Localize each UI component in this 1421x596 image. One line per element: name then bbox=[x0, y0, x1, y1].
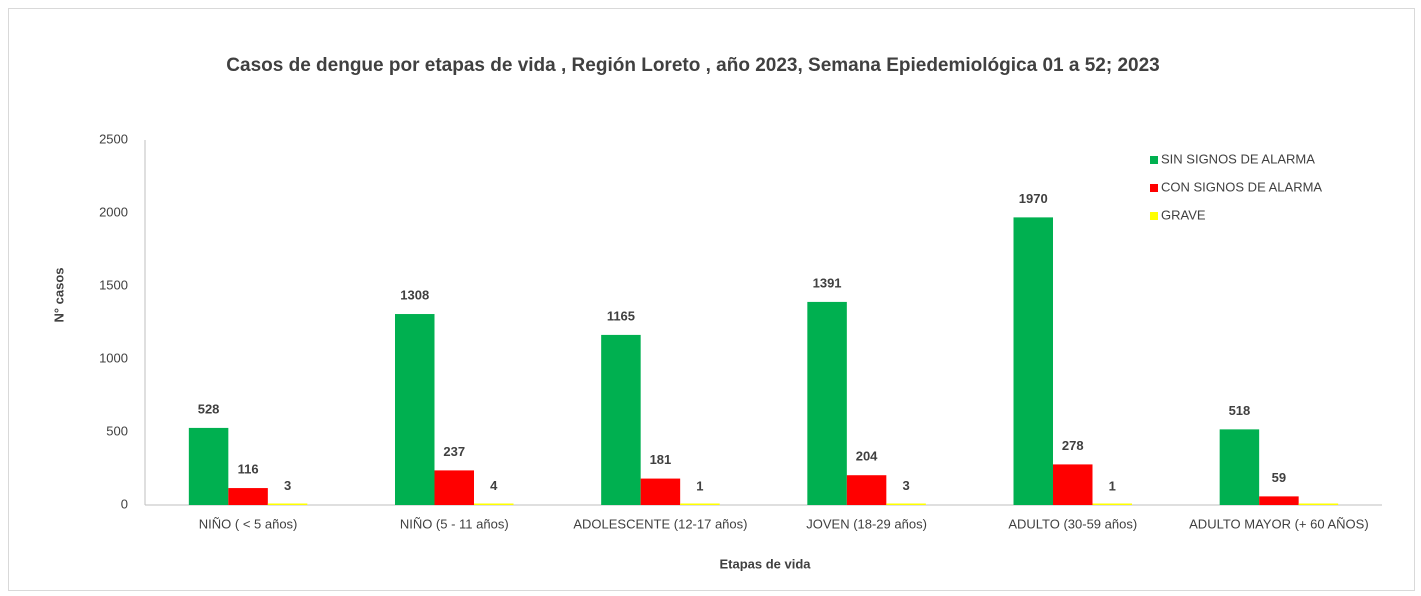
y-tick-label: 0 bbox=[121, 496, 128, 511]
x-tick-label: ADULTO (30-59 años) bbox=[1008, 516, 1137, 531]
y-tick-label: 2000 bbox=[99, 204, 128, 219]
data-label: 518 bbox=[1229, 403, 1251, 418]
data-label: 278 bbox=[1062, 438, 1084, 453]
legend-label: SIN SIGNOS DE ALARMA bbox=[1161, 151, 1315, 166]
legend-swatch bbox=[1150, 156, 1158, 164]
data-label: 116 bbox=[238, 462, 259, 477]
bar bbox=[1219, 429, 1260, 505]
x-axis-label: Etapas de vida bbox=[719, 556, 811, 571]
legend-label: CON SIGNOS DE ALARMA bbox=[1161, 179, 1322, 194]
data-label: 3 bbox=[284, 478, 291, 493]
x-tick-label: JOVEN (18-29 años) bbox=[806, 516, 927, 531]
bar bbox=[680, 503, 720, 505]
legend-swatch bbox=[1150, 184, 1158, 192]
data-label: 59 bbox=[1272, 470, 1286, 485]
data-label: 237 bbox=[443, 444, 465, 459]
bar bbox=[474, 503, 514, 505]
bar bbox=[1053, 464, 1093, 505]
bar bbox=[1298, 503, 1339, 505]
legend-label: GRAVE bbox=[1161, 207, 1206, 222]
x-tick-label: ADOLESCENTE (12-17 años) bbox=[573, 516, 747, 531]
data-label: 1 bbox=[696, 478, 703, 493]
bar bbox=[1259, 496, 1299, 505]
bar bbox=[846, 475, 887, 505]
bar bbox=[228, 488, 268, 505]
data-label: 4 bbox=[490, 478, 498, 493]
y-tick-label: 500 bbox=[106, 423, 128, 438]
x-tick-label: NIÑO (5 - 11 años) bbox=[400, 516, 509, 531]
y-tick-label: 2500 bbox=[99, 131, 128, 146]
data-label: 3 bbox=[902, 478, 909, 493]
data-label: 528 bbox=[198, 401, 220, 416]
chart-title: Casos de dengue por etapas de vida , Reg… bbox=[226, 55, 1159, 76]
legend-swatch bbox=[1150, 212, 1158, 220]
data-label: 1970 bbox=[1019, 191, 1048, 206]
bar bbox=[395, 314, 435, 505]
x-tick-label: ADULTO MAYOR (+ 60 AÑOS) bbox=[1189, 516, 1369, 531]
data-label: 1165 bbox=[607, 308, 635, 323]
y-tick-label: 1000 bbox=[99, 350, 128, 365]
bar bbox=[807, 301, 847, 505]
data-label: 204 bbox=[856, 449, 878, 464]
bar bbox=[267, 503, 308, 505]
data-label: 1308 bbox=[400, 287, 429, 302]
bar bbox=[434, 470, 474, 505]
y-axis-label: N° casos bbox=[51, 267, 66, 322]
y-tick-label: 1500 bbox=[99, 277, 128, 292]
bar bbox=[640, 478, 681, 505]
x-tick-label: NIÑO ( < 5 años) bbox=[199, 516, 298, 531]
bar bbox=[601, 334, 641, 505]
bar bbox=[886, 503, 926, 505]
data-label: 1391 bbox=[813, 275, 842, 290]
data-label: 181 bbox=[650, 452, 672, 467]
bar bbox=[1092, 503, 1132, 505]
bar bbox=[1013, 217, 1053, 505]
data-label: 1 bbox=[1109, 478, 1116, 493]
bar bbox=[188, 427, 229, 505]
